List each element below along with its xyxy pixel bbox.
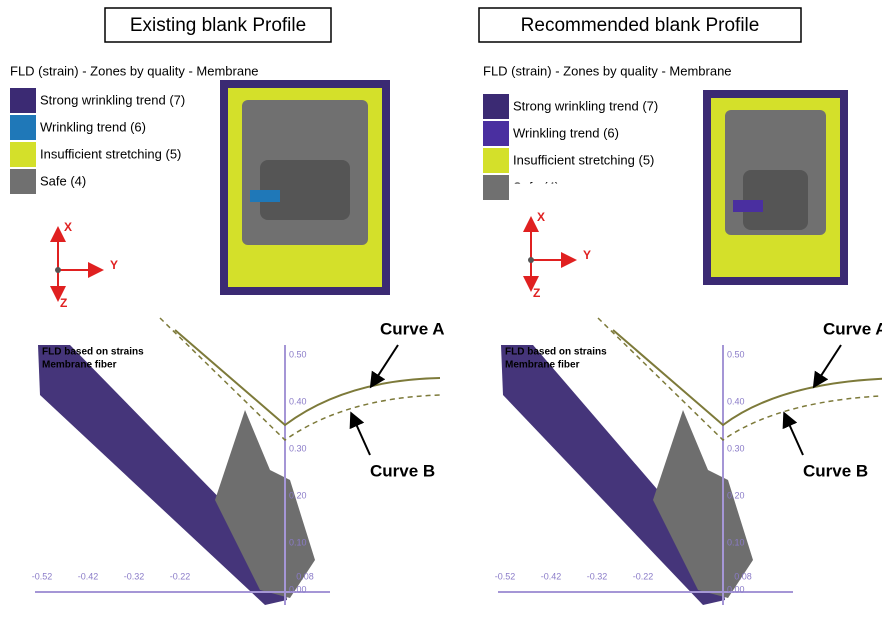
fld-y-label: 0.30 — [727, 443, 745, 453]
legend-label: Insufficient stretching (5) — [513, 152, 654, 167]
legend-title: FLD (strain) - Zones by quality - Membra… — [10, 63, 259, 78]
part-pocket — [743, 170, 808, 230]
legend-label: Safe (4) — [40, 173, 86, 188]
fld-legend: Membrane fiber — [505, 360, 580, 371]
legend-label: Safe (4) — [513, 179, 559, 194]
curve-b-arrow — [349, 411, 371, 456]
fld-y-label: 0.50 — [289, 349, 307, 359]
panel-title: Recommended blank Profile — [521, 15, 760, 36]
fld-x-label: -0.32 — [587, 571, 608, 581]
purple-cloud — [38, 345, 287, 605]
fld-y-label: 0.40 — [727, 396, 745, 406]
curve-b-arrow — [782, 411, 804, 456]
fld-y-label: 0.50 — [727, 349, 745, 359]
legend-swatch — [483, 121, 509, 146]
fld-x-label: -0.52 — [32, 571, 53, 581]
fld-x-label: -0.42 — [541, 571, 562, 581]
fld-legend: FLD based on strains — [42, 347, 144, 358]
axis-x-label: X — [64, 220, 72, 234]
axis-y-label: Y — [583, 248, 591, 262]
legend-swatch — [10, 115, 36, 140]
part-edge — [703, 90, 848, 285]
curve-a-arrow — [369, 344, 399, 389]
axis-origin — [528, 257, 534, 263]
part-wrinkle — [733, 200, 763, 212]
legend-swatch — [483, 148, 509, 173]
fld-y-label: 0.40 — [289, 396, 307, 406]
legend-label: Wrinkling trend (6) — [513, 125, 619, 140]
fld-y-label: 0.00 — [289, 584, 307, 594]
curve-b — [159, 317, 441, 441]
legend-label: Wrinkling trend (6) — [40, 119, 146, 134]
title-box — [478, 7, 802, 43]
curve-a-label: Curve A — [380, 319, 445, 338]
fld-y-label: 0.30 — [289, 443, 307, 453]
fld-y-label: 0.00 — [727, 584, 745, 594]
fld-y-label: 0.20 — [727, 490, 745, 500]
fld-x-label: -0.22 — [633, 571, 654, 581]
fld-legend: FLD based on strains — [505, 347, 607, 358]
axis-x-label: X — [537, 210, 545, 224]
legend-title: FLD (strain) - Zones by quality - Membra… — [483, 63, 732, 78]
fld-x-label: -0.22 — [170, 571, 191, 581]
title-box — [104, 7, 332, 43]
part-edge — [220, 80, 390, 295]
legend-swatch — [483, 94, 509, 119]
legend-label: Strong wrinkling trend (7) — [40, 92, 185, 107]
axis-origin — [55, 267, 61, 273]
fld-y-label: 0.10 — [727, 537, 745, 547]
curve-a — [174, 329, 441, 427]
curve-a — [612, 329, 882, 427]
axis-z-label: Z — [60, 296, 67, 310]
legend-swatch — [10, 169, 36, 194]
part-pocket — [260, 160, 350, 220]
panel-title: Existing blank Profile — [130, 15, 306, 36]
fld-x-label: -0.42 — [78, 571, 99, 581]
fld-y-label: 0.20 — [289, 490, 307, 500]
curve-a-arrow — [812, 344, 842, 389]
fld-x-label: -0.52 — [495, 571, 516, 581]
fld-y-label: 0.10 — [289, 537, 307, 547]
purple-cloud — [501, 345, 725, 605]
legend-swatch — [483, 175, 509, 200]
curve-a-label: Curve A — [823, 319, 882, 338]
legend-swatch — [10, 142, 36, 167]
fld-x-label: 0.08 — [296, 571, 314, 581]
fld-x-label: 0.08 — [734, 571, 752, 581]
curve-b-label: Curve B — [370, 461, 435, 480]
curve-b — [597, 317, 882, 441]
gray-cloud — [653, 410, 753, 598]
part-wrinkle — [250, 190, 280, 202]
fld-legend: Membrane fiber — [42, 360, 117, 371]
legend-label: Strong wrinkling trend (7) — [513, 98, 658, 113]
legend-label: Insufficient stretching (5) — [40, 146, 181, 161]
fld-x-label: -0.32 — [124, 571, 145, 581]
axis-z-label: Z — [533, 286, 540, 300]
curve-b-label: Curve B — [803, 461, 868, 480]
gray-cloud — [215, 410, 315, 598]
axis-y-label: Y — [110, 258, 118, 272]
legend-swatch — [10, 88, 36, 113]
